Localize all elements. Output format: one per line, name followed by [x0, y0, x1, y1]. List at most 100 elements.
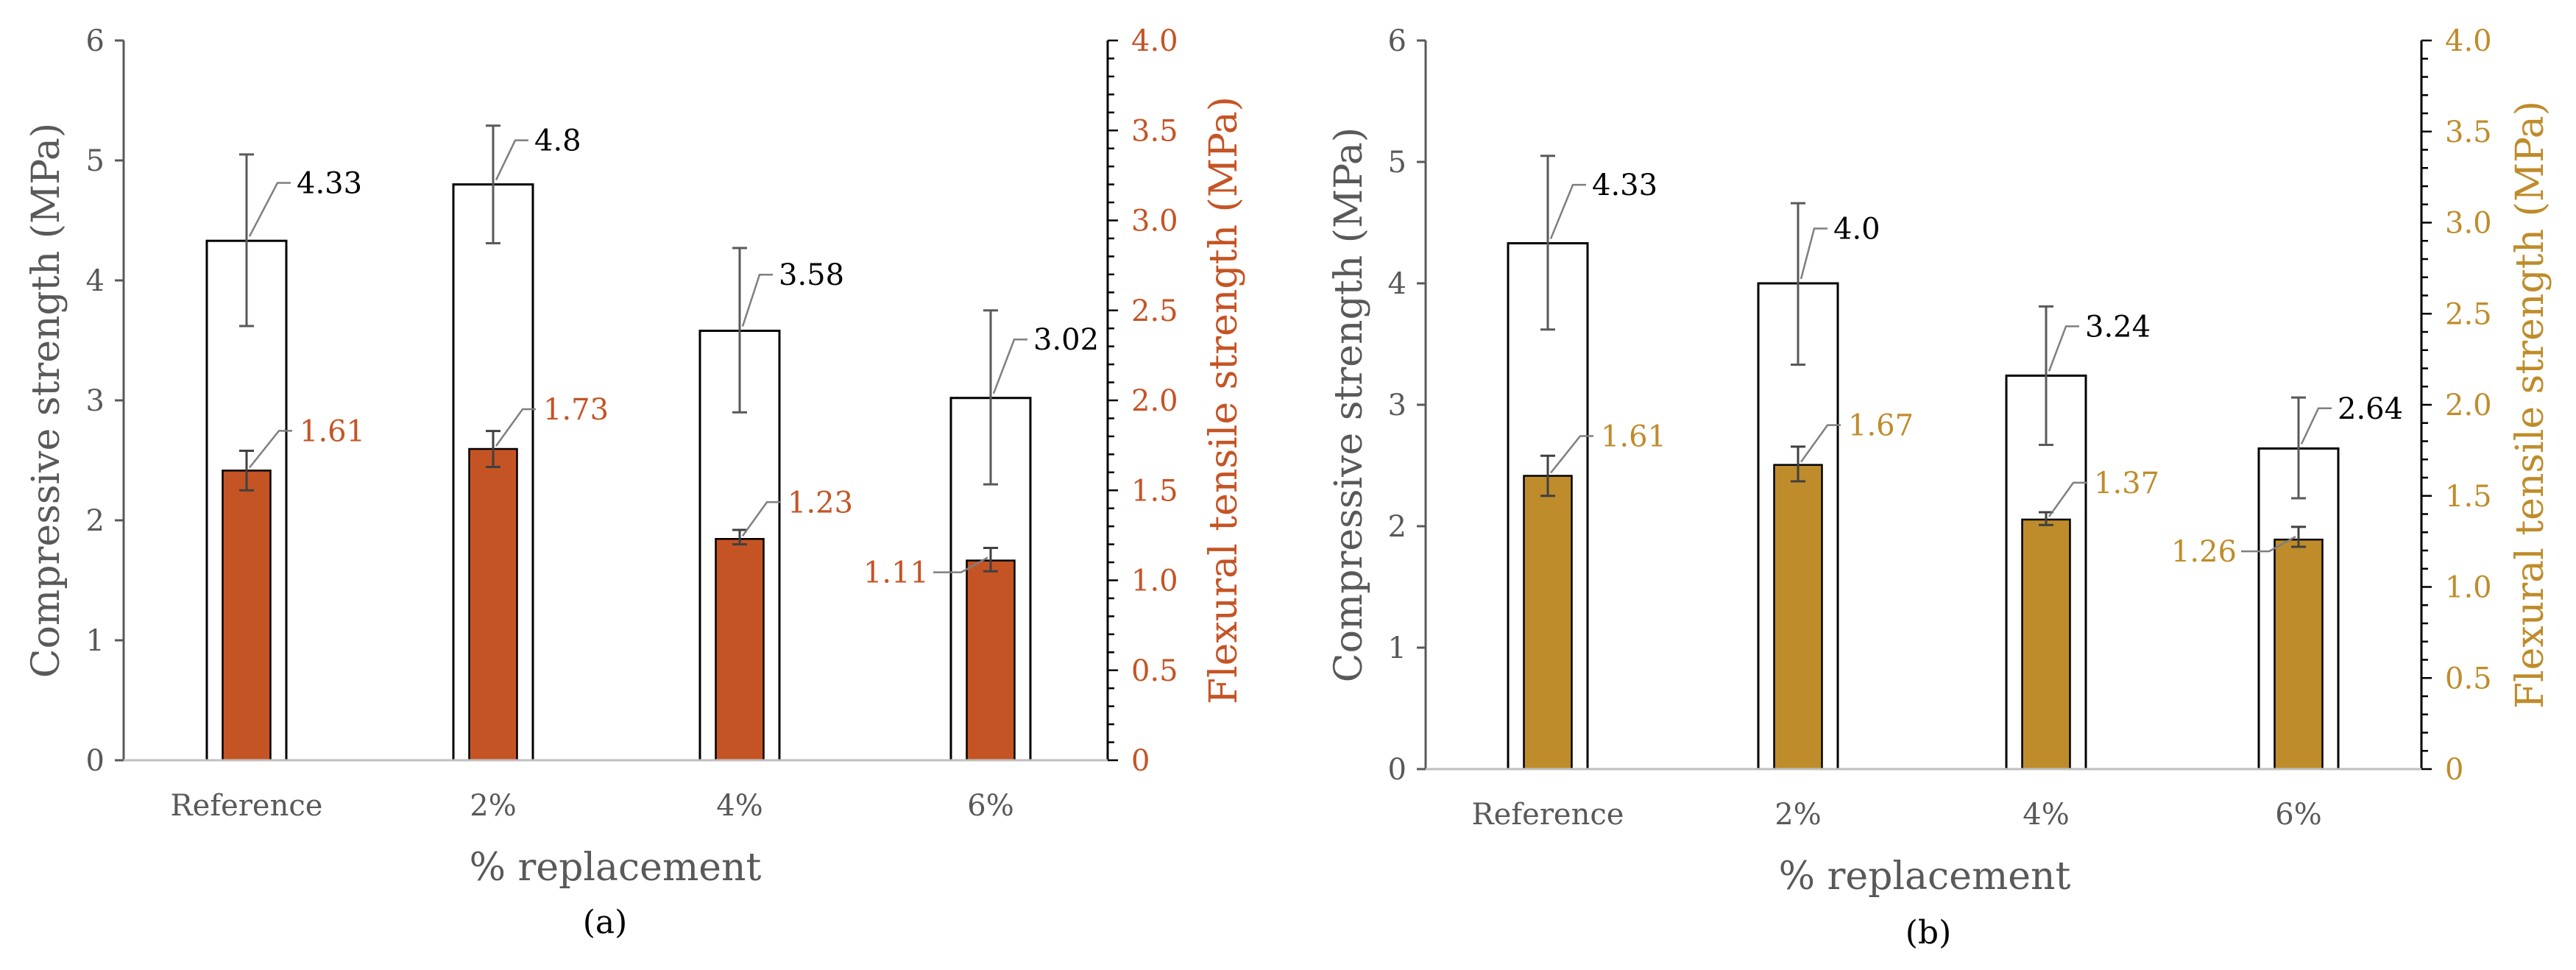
- flexural-label-leader: [495, 408, 536, 447]
- right-tick-label: 4.0: [2445, 24, 2492, 58]
- x-tick-label: 2%: [470, 789, 516, 823]
- compressive-data-label: 4.33: [1592, 169, 1657, 202]
- data-labels: 4.33 1.61 4.8 1.73 3.58 1.23 3.02 1.11: [248, 124, 1099, 590]
- compressive-data-label: 3.24: [2085, 310, 2151, 344]
- right-tick-label: 2.0: [2445, 389, 2492, 422]
- compressive-label-leader: [992, 338, 1027, 394]
- right-tick-label: 3.5: [1131, 114, 1178, 148]
- left-tick-label: 6: [1388, 24, 1406, 58]
- compressive-data-label: 4.33: [297, 167, 362, 201]
- left-tick-label: 0: [86, 744, 105, 778]
- flexural-label-leader: [2241, 536, 2296, 553]
- right-tick-label: 1.0: [1131, 564, 1178, 598]
- right-tick-label: 4.0: [1131, 24, 1178, 58]
- compressive-label-leader: [495, 139, 528, 181]
- right-tick-label: 1.0: [2445, 571, 2492, 605]
- data-labels: 4.33 1.61 4.0 1.67 3.24 1.37 2.64 1.26: [1549, 169, 2403, 569]
- x-tick-label: Reference: [171, 789, 323, 823]
- compressive-data-label: 3.02: [1033, 323, 1099, 357]
- left-tick-label: 2: [1388, 510, 1406, 544]
- flexural-bar: [1773, 464, 1823, 771]
- left-tick-label: 4: [1388, 267, 1406, 301]
- flexural-data-label: 1.67: [1848, 409, 1914, 443]
- right-axis-ticks: 0 0.5 1.0 1.5 2.0 2.5 3.0 3.5 4.0: [1108, 24, 1178, 778]
- right-tick-label: 2.5: [2445, 297, 2492, 331]
- left-tick-label: 2: [86, 504, 105, 538]
- x-axis-tick-labels: Reference 2% 4% 6%: [1472, 798, 2322, 832]
- left-tick-label: 6: [86, 24, 105, 58]
- right-tick-label: 1.5: [1131, 474, 1178, 508]
- flexural-data-label: 1.61: [1601, 420, 1666, 454]
- panel-label: (a): [583, 904, 628, 941]
- flexural-data-label: 1.61: [300, 414, 365, 448]
- left-axis-ticks: 0 1 2 3 4 5 6: [1388, 24, 1426, 787]
- plot-background: [124, 40, 1108, 760]
- compressive-data-label: 3.58: [779, 258, 844, 292]
- right-tick-label: 1.5: [2445, 480, 2492, 514]
- left-axis-ticks: 0 1 2 3 4 5 6: [86, 24, 124, 778]
- left-tick-label: 1: [86, 624, 105, 658]
- right-axis-ticks: 0 0.5 1.0 1.5 2.0 2.5 3.0 3.5 4.0: [2421, 24, 2492, 787]
- left-tick-label: 3: [1388, 389, 1406, 422]
- y-axis-left-title: Compressive strength (MPa): [1327, 127, 1371, 682]
- right-tick-label: 0.5: [2445, 662, 2492, 695]
- panel-label: (b): [1906, 914, 1952, 952]
- flexural-bar: [222, 470, 272, 762]
- flexural-data-label: 1.73: [543, 393, 609, 427]
- plot-background: [1426, 40, 2421, 769]
- flexural-label-leader: [933, 556, 988, 573]
- right-tick-label: 2.0: [1131, 384, 1178, 418]
- compressive-label-leader: [248, 182, 291, 237]
- flexural-bar: [468, 447, 518, 762]
- right-tick-label: 2.5: [1131, 294, 1178, 328]
- bars: [1507, 155, 2340, 771]
- flexural-data-label: 1.11: [863, 556, 929, 590]
- x-tick-label: Reference: [1472, 798, 1624, 832]
- left-tick-label: 3: [86, 384, 105, 418]
- x-tick-label: 2%: [1774, 798, 1821, 832]
- left-tick-label: 5: [86, 144, 105, 178]
- flexural-bar: [1523, 475, 1573, 771]
- compressive-data-label: 4.8: [534, 124, 581, 158]
- compressive-label-leader: [2048, 325, 2079, 372]
- compressive-data-label: 2.64: [2338, 392, 2403, 426]
- flexural-label-leader: [741, 501, 780, 537]
- flexural-label-leader: [2048, 481, 2087, 517]
- flexural-bar: [2274, 538, 2324, 771]
- compressive-label-leader: [1549, 183, 1586, 240]
- x-axis-title: % replacement: [1779, 854, 2071, 899]
- flexural-label-leader: [249, 430, 292, 469]
- y-axis-right-title: Flexural tensile strength (MPa): [1202, 96, 1246, 704]
- right-tick-label: 0.5: [1131, 654, 1178, 688]
- compressive-data-label: 4.0: [1833, 213, 1880, 247]
- x-axis-title: % replacement: [470, 846, 762, 890]
- right-tick-label: 0: [1131, 744, 1150, 778]
- left-tick-label: 5: [1388, 146, 1406, 180]
- x-tick-label: 6%: [967, 789, 1013, 823]
- x-axis-tick-labels: Reference 2% 4% 6%: [171, 789, 1014, 823]
- flexural-label-leader: [1800, 424, 1841, 463]
- flexural-data-label: 1.26: [2171, 535, 2237, 569]
- bars: [205, 124, 1032, 762]
- flexural-label-leader: [1550, 435, 1593, 474]
- flexural-bar: [715, 538, 765, 762]
- right-tick-label: 3.0: [2445, 207, 2492, 241]
- compressive-label-leader: [741, 273, 773, 327]
- compressive-label-leader: [2300, 407, 2332, 445]
- y-axis-right-title: Flexural tensile strength (MPa): [2508, 101, 2552, 709]
- panel-a: 0 1 2 3 4 5 6 0 0.5 1.0 1.5 2.0 2.5 3.0 3.5 4.0 4.33 1.…: [24, 24, 1246, 941]
- x-tick-label: 6%: [2275, 798, 2321, 832]
- left-tick-label: 0: [1388, 753, 1406, 787]
- flexural-data-label: 1.37: [2094, 467, 2159, 500]
- y-axis-left-title: Compressive strength (MPa): [24, 123, 68, 678]
- left-tick-label: 1: [1388, 631, 1406, 665]
- flexural-bar: [966, 559, 1016, 762]
- right-tick-label: 0: [2445, 753, 2463, 787]
- panel-b: 0 1 2 3 4 5 6 0 0.5 1.0 1.5 2.0 2.5 3.0 3.5 4.0 4.33 1.…: [1327, 24, 2552, 952]
- right-tick-label: 3.0: [1131, 205, 1178, 238]
- flexural-bar: [2021, 518, 2071, 771]
- x-tick-label: 4%: [716, 789, 762, 823]
- flexural-data-label: 1.23: [788, 486, 853, 520]
- right-tick-label: 3.5: [2445, 116, 2492, 149]
